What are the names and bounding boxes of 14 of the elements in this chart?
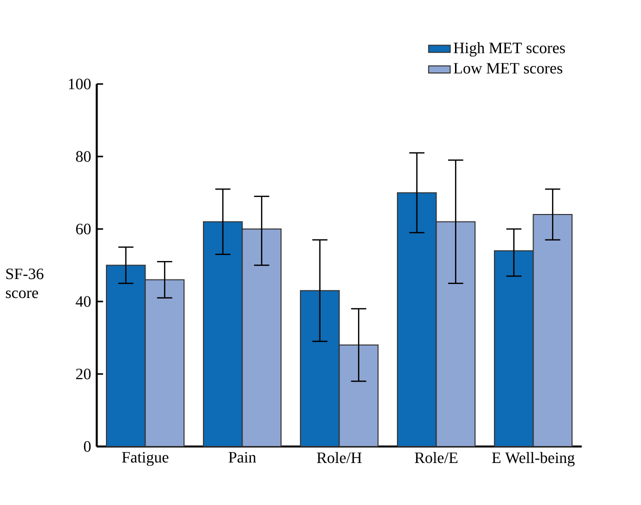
- legend-label: High MET scores: [454, 42, 565, 56]
- y-tick-label: 0: [84, 441, 91, 452]
- y-axis-title: SF-36 score: [6, 268, 44, 298]
- legend-label: Low MET scores: [454, 62, 562, 74]
- y-tick-label: 40: [76, 296, 91, 307]
- y-tick-label: 20: [76, 368, 91, 380]
- x-tick-label: E Well-being: [492, 452, 575, 466]
- y-tick-label: 100: [68, 78, 91, 90]
- x-tick-label: Role/H: [316, 452, 362, 464]
- x-tick-label: Fatigue: [122, 452, 168, 466]
- y-tick-label: 60: [76, 224, 91, 234]
- y-tick-label: 80: [76, 151, 91, 162]
- x-tick-label: Pain: [228, 452, 256, 463]
- x-tick-label: Role/E: [414, 452, 458, 464]
